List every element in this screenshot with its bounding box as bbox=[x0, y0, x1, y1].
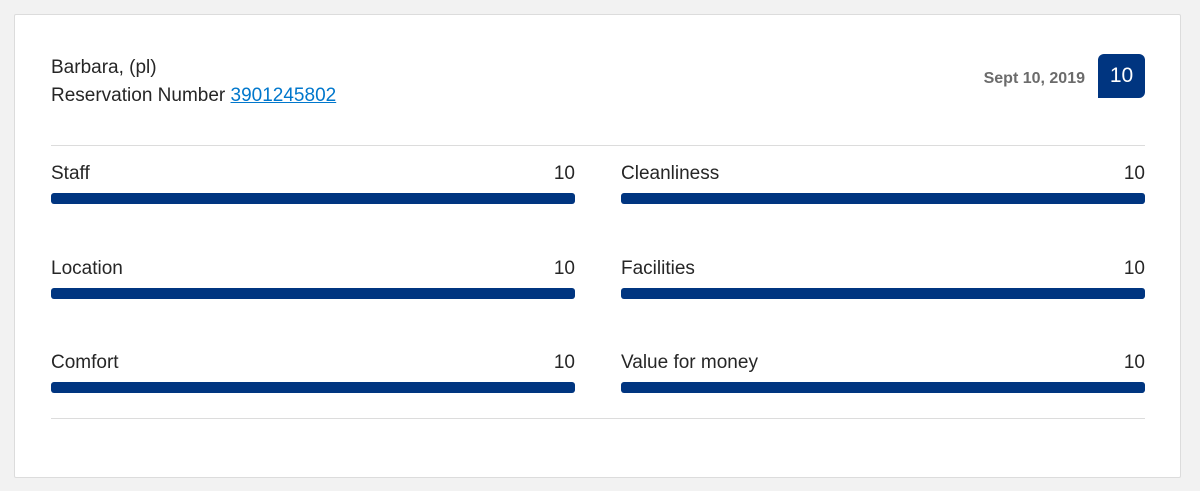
review-date: Sept 10, 2019 bbox=[983, 70, 1085, 87]
score-track bbox=[621, 288, 1145, 299]
score-track bbox=[51, 288, 575, 299]
score-label: Location bbox=[51, 258, 123, 279]
score-label: Facilities bbox=[621, 258, 695, 279]
reservation-label: Reservation Number bbox=[51, 85, 226, 106]
score-bar bbox=[51, 193, 575, 204]
score-bar bbox=[621, 382, 1145, 393]
divider bbox=[51, 418, 1145, 419]
score-label: Cleanliness bbox=[621, 163, 720, 184]
score-label: Comfort bbox=[51, 352, 119, 373]
score-track bbox=[51, 382, 575, 393]
score-bar bbox=[51, 382, 575, 393]
score-bar bbox=[621, 193, 1145, 204]
score-label: Staff bbox=[51, 163, 90, 184]
score-track bbox=[51, 193, 575, 204]
score-value: 10 bbox=[1123, 352, 1145, 373]
score-value: 10 bbox=[1123, 258, 1145, 279]
reservation: Reservation Number 3901245802 bbox=[51, 84, 336, 108]
divider bbox=[51, 145, 1145, 146]
reservation-link[interactable]: 3901245802 bbox=[230, 85, 337, 106]
score-label: Value for money bbox=[621, 352, 758, 373]
score-bar bbox=[51, 288, 575, 299]
review-card: Barbara, (pl) Reservation Number 3901245… bbox=[14, 14, 1181, 478]
reviewer-name: Barbara, (pl) bbox=[51, 57, 157, 78]
score-value: 10 bbox=[553, 258, 575, 279]
score-track bbox=[621, 193, 1145, 204]
score-badge: 10 bbox=[1098, 54, 1145, 98]
score-value: 10 bbox=[1123, 163, 1145, 184]
score-bar bbox=[621, 288, 1145, 299]
score-value: 10 bbox=[553, 352, 575, 373]
score-track bbox=[621, 382, 1145, 393]
score-value: 10 bbox=[553, 163, 575, 184]
